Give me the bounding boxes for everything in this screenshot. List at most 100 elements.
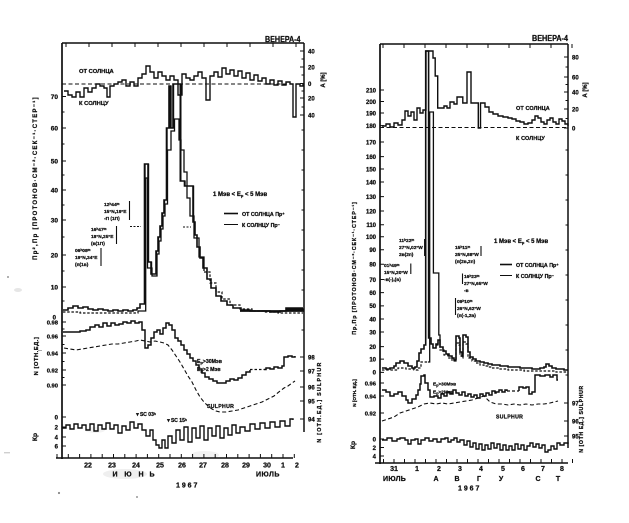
- svg-text:10: 10: [51, 284, 59, 291]
- svg-text:0.98: 0.98: [47, 320, 59, 326]
- svg-text:70: 70: [369, 278, 376, 284]
- svg-text:31: 31: [390, 466, 398, 473]
- svg-text:50: 50: [369, 304, 376, 310]
- svg-text:6: 6: [521, 466, 525, 473]
- svg-text:SULPHUR: SULPHUR: [207, 404, 234, 410]
- svg-text:16h23m: 16h23m: [464, 274, 480, 280]
- svg-text:К СОЛНЦУ Пр−: К СОЛНЦУ Пр−: [242, 222, 281, 229]
- svg-text:(в(1П): (в(1П): [91, 241, 105, 247]
- svg-text:80: 80: [572, 55, 579, 61]
- svg-text:40: 40: [572, 90, 579, 96]
- svg-text:ВЕНЕРА-4: ВЕНЕРА-4: [265, 34, 301, 44]
- svg-text:5: 5: [501, 466, 505, 473]
- svg-text:ИЮЛЬ: ИЮЛЬ: [256, 472, 280, 479]
- svg-text:29: 29: [242, 463, 250, 470]
- svg-text:N [ОТН.ЕД.] SULPHUR: N [ОТН.ЕД.] SULPHUR: [317, 361, 323, 442]
- svg-text:11h22m: 11h22m: [399, 238, 414, 244]
- svg-text:8: 8: [560, 466, 564, 473]
- svg-text:Ер>2Мэв: Ер>2Мэв: [433, 390, 453, 396]
- svg-text:60: 60: [51, 125, 59, 132]
- svg-text:0: 0: [308, 82, 312, 88]
- svg-text:2: 2: [373, 446, 377, 452]
- svg-text:0.90: 0.90: [47, 383, 58, 389]
- svg-text:70: 70: [51, 94, 59, 101]
- svg-text:4: 4: [373, 454, 377, 460]
- svg-text:2в(2п): 2в(2п): [399, 252, 414, 258]
- svg-text:20: 20: [308, 96, 315, 102]
- svg-text:0: 0: [373, 437, 377, 443]
- svg-text:180: 180: [366, 124, 377, 130]
- svg-text:94: 94: [308, 417, 315, 423]
- svg-text:20: 20: [369, 345, 376, 351]
- svg-text:И: И: [112, 472, 117, 479]
- svg-text:15°N,20°W: 15°N,20°W: [384, 270, 408, 276]
- svg-text:27°N,02°W: 27°N,02°W: [399, 245, 423, 251]
- svg-text:4: 4: [55, 435, 59, 441]
- svg-text:15°N,19°E: 15°N,19°E: [104, 209, 127, 215]
- svg-text:К СОЛНЦУ: К СОЛНЦУ: [79, 101, 109, 107]
- svg-text:15h11m: 15h11m: [455, 245, 470, 251]
- svg-text:N [ОТН.ЕД.]: N [ОТН.ЕД.]: [34, 337, 40, 376]
- svg-text:0: 0: [373, 371, 377, 377]
- svg-text:20: 20: [572, 107, 579, 113]
- svg-text:20: 20: [308, 65, 315, 71]
- svg-text:ОТ СОЛНЦА: ОТ СОЛНЦА: [516, 106, 550, 112]
- svg-text:40: 40: [369, 317, 376, 323]
- svg-text:98: 98: [308, 355, 315, 361]
- svg-text:У: У: [499, 476, 504, 483]
- svg-text:140: 140: [366, 180, 377, 186]
- svg-text:А [%]: А [%]: [321, 72, 327, 87]
- svg-text:12h44m: 12h44m: [104, 202, 120, 208]
- svg-text:Г: Г: [477, 476, 481, 483]
- svg-text:0.94: 0.94: [365, 394, 377, 400]
- svg-text:В: В: [454, 476, 459, 483]
- svg-text:200: 200: [366, 100, 377, 106]
- svg-text:-в(-),(в): -в(-),(в): [384, 277, 401, 283]
- svg-text:0.96: 0.96: [47, 334, 59, 340]
- svg-text:Ер>2 Мэв: Ер>2 Мэв: [197, 367, 221, 373]
- svg-text:3: 3: [458, 466, 462, 473]
- svg-text:Пр,Пр [ПРОТОНОВ·СМ⁻²·СЕК⁻¹·СТЕ: Пр,Пр [ПРОТОНОВ·СМ⁻²·СЕК⁻¹·СТЕР⁻¹]: [352, 201, 358, 334]
- svg-text:SULPHUR: SULPHUR: [496, 415, 523, 421]
- svg-text:Н: Н: [138, 472, 143, 479]
- svg-text:28: 28: [221, 463, 229, 470]
- svg-text:60: 60: [369, 291, 376, 297]
- svg-text:2: 2: [437, 466, 441, 473]
- svg-text:80: 80: [369, 263, 376, 269]
- svg-text:25: 25: [156, 463, 164, 470]
- svg-text:0.96: 0.96: [365, 381, 377, 387]
- svg-text:24: 24: [132, 463, 140, 470]
- svg-text:Т: Т: [556, 476, 561, 483]
- svg-text:1: 1: [281, 463, 285, 470]
- svg-text:60: 60: [572, 75, 579, 81]
- svg-text:ИЮЛЬ: ИЮЛЬ: [383, 476, 406, 483]
- svg-text:10: 10: [369, 357, 376, 363]
- svg-text:01h49m: 01h49m: [384, 263, 400, 269]
- svg-text:А [%]: А [%]: [583, 82, 589, 97]
- svg-text:25°N,88°W: 25°N,88°W: [455, 252, 479, 258]
- svg-text:Кр: Кр: [350, 441, 357, 449]
- svg-text:Ь: Ь: [149, 472, 154, 479]
- svg-text:6: 6: [55, 444, 59, 450]
- svg-text:ВЕНЕРА-4: ВЕНЕРА-4: [532, 34, 569, 43]
- svg-text:95: 95: [308, 399, 315, 405]
- svg-text:К СОЛНЦУ Пр−: К СОЛНЦУ Пр−: [516, 273, 555, 280]
- svg-text:1: 1: [415, 466, 419, 473]
- svg-text:40: 40: [308, 49, 315, 55]
- svg-text:30: 30: [263, 463, 271, 470]
- svg-text:N [ОТН ЕД.] SULPHUR: N [ОТН ЕД.] SULPHUR: [579, 385, 585, 453]
- svg-text:30: 30: [51, 217, 59, 224]
- svg-text:27: 27: [199, 463, 207, 470]
- svg-text:190: 190: [366, 111, 377, 117]
- svg-text:90: 90: [369, 248, 376, 254]
- svg-text:20: 20: [51, 252, 59, 259]
- svg-text:09h10m: 09h10m: [457, 299, 473, 305]
- svg-text:1 9 6 7: 1 9 6 7: [458, 486, 480, 493]
- svg-text:150: 150: [366, 167, 377, 173]
- svg-text:-в: -в: [464, 289, 469, 294]
- svg-text:Пр²,Пр [ПРОТОНОВ·СМ⁻²·СЕК⁻¹·СТ: Пр²,Пр [ПРОТОНОВ·СМ⁻²·СЕК⁻¹·СТЕР⁻¹]: [32, 96, 39, 260]
- svg-text:2: 2: [55, 425, 59, 431]
- svg-text:16h47m: 16h47m: [91, 227, 107, 233]
- svg-text:Ю: Ю: [124, 472, 131, 479]
- svg-text:19°N,34°E: 19°N,34°E: [75, 255, 98, 261]
